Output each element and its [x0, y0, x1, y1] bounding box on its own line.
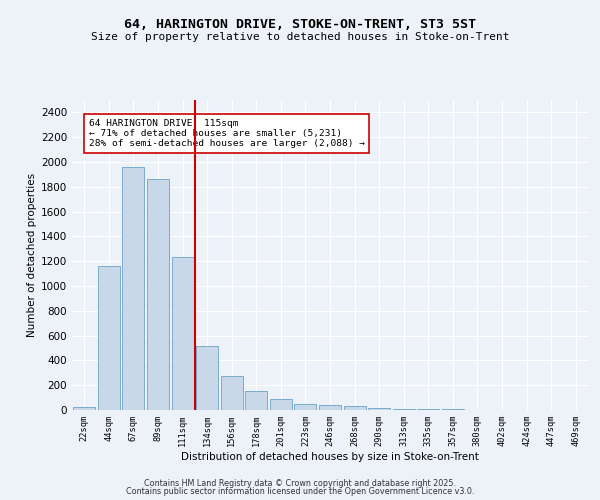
Bar [295, 404, 316, 410]
Text: Contains HM Land Registry data © Crown copyright and database right 2025.: Contains HM Land Registry data © Crown c… [144, 478, 456, 488]
Bar [319, 405, 341, 410]
Text: Contains public sector information licensed under the Open Government Licence v3: Contains public sector information licen… [126, 487, 474, 496]
Bar [196, 346, 218, 410]
Bar [344, 406, 365, 410]
Bar [221, 376, 243, 410]
Bar [73, 407, 95, 410]
Bar [98, 266, 120, 410]
Bar [122, 167, 145, 410]
Y-axis label: Number of detached properties: Number of detached properties [27, 173, 37, 337]
Bar [245, 391, 268, 410]
Text: 64, HARINGTON DRIVE, STOKE-ON-TRENT, ST3 5ST: 64, HARINGTON DRIVE, STOKE-ON-TRENT, ST3… [124, 18, 476, 30]
Text: 64 HARINGTON DRIVE: 115sqm
← 71% of detached houses are smaller (5,231)
28% of s: 64 HARINGTON DRIVE: 115sqm ← 71% of deta… [89, 118, 365, 148]
Bar [270, 399, 292, 410]
X-axis label: Distribution of detached houses by size in Stoke-on-Trent: Distribution of detached houses by size … [181, 452, 479, 462]
Bar [147, 180, 169, 410]
Bar [172, 258, 194, 410]
Text: Size of property relative to detached houses in Stoke-on-Trent: Size of property relative to detached ho… [91, 32, 509, 42]
Bar [368, 408, 390, 410]
Bar [392, 409, 415, 410]
